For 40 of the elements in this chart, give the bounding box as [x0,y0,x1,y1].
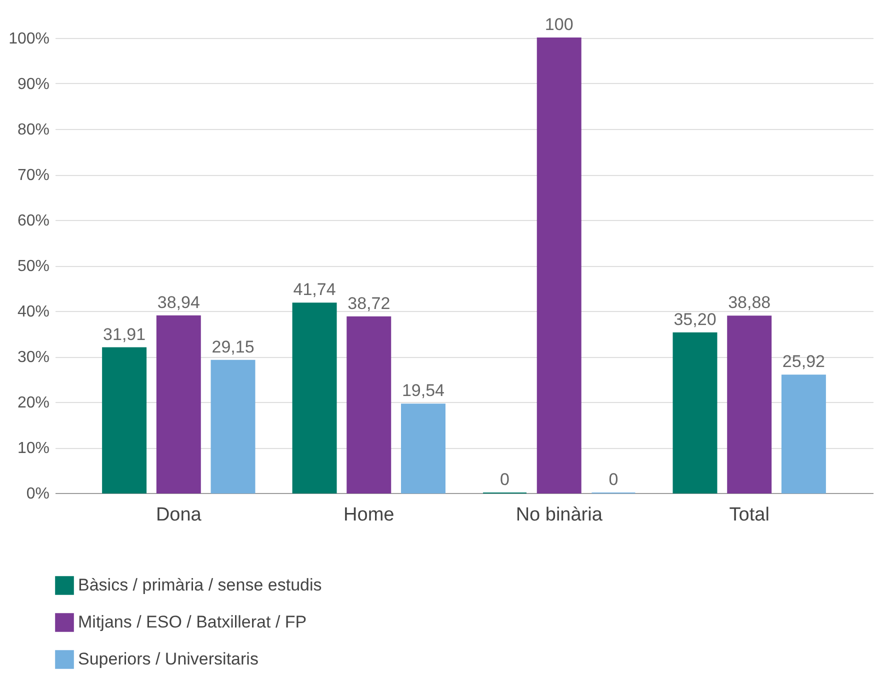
data-label: 38,88 [728,293,771,312]
bar [781,374,826,494]
data-label: 31,91 [103,324,146,344]
bar [292,302,337,494]
y-tick-label: 20% [17,394,50,412]
legend-label: Mitjans / ESO / Batxillerat / FP [78,612,307,632]
data-label: 0 [608,470,618,489]
y-tick-label: 50% [17,258,50,275]
y-tick-label: 0% [26,486,50,502]
x-tick-label: Dona [156,504,202,526]
y-tick-label: 40% [17,304,50,320]
bar [536,38,582,494]
y-tick-label: 70% [17,167,50,184]
x-tick-label: Total [729,504,770,526]
bar [672,332,718,494]
x-tick-label: No binària [516,504,603,526]
bar [400,404,446,494]
x-tick-label: Home [344,504,394,526]
bar [156,315,201,494]
data-label: 38,72 [348,294,390,313]
data-label: 19,54 [402,381,445,400]
y-tick-label: 30% [17,349,50,366]
data-label: 41,74 [293,280,336,300]
y-tick-label: 10% [17,440,50,457]
data-label: 35,20 [674,310,716,329]
bar [727,316,772,494]
y-tick-label: 100% [8,30,50,48]
data-label: 38,94 [157,292,200,312]
y-tick-label: 90% [17,76,50,93]
legend-label: Bàsics / primària / sense estudis [78,576,322,594]
data-label: 100 [544,15,574,34]
bar [210,360,256,494]
y-tick-label: 60% [17,212,50,230]
bar [346,316,392,494]
legend-label: Superiors / Universitaris [78,650,258,668]
y-tick-label: 80% [17,122,50,138]
data-label: 29,15 [212,337,254,356]
data-label: 25,92 [782,352,825,372]
bar [102,347,147,494]
data-label: 0 [500,470,510,489]
